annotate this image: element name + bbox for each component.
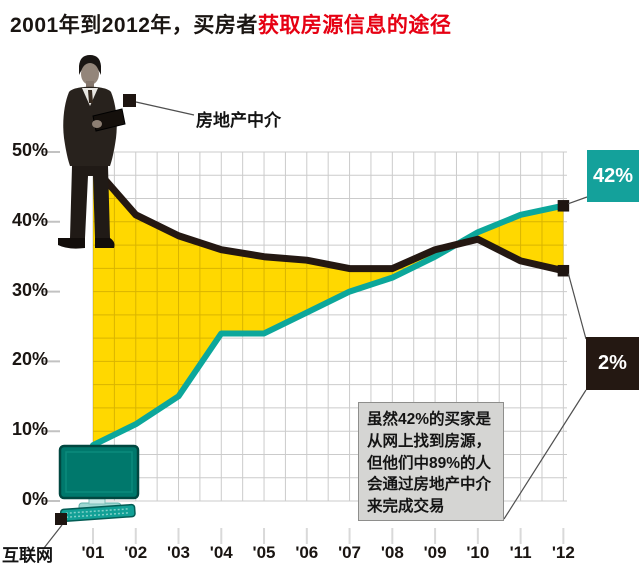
x-axis-label: '12 — [551, 543, 575, 562]
y-axis-label: 30% — [11, 279, 48, 300]
agent-end-marker — [557, 264, 570, 277]
internet-end-marker — [557, 200, 570, 212]
keyboard — [59, 503, 136, 523]
man-hair — [79, 55, 101, 75]
x-axis-label: '02 — [124, 543, 148, 562]
man-neck — [86, 81, 94, 90]
connector-agent-label — [135, 101, 195, 116]
connector-agent-badge — [567, 273, 587, 340]
y-ticks — [42, 151, 60, 502]
annotation-box: 虽然42%的买家是 从网上找到房源， 但他们中89%的人 会通过房地产中介 来完… — [358, 402, 504, 521]
title-prefix: 2001年到2012年，买房者 — [10, 14, 258, 37]
man-shoe — [95, 238, 115, 248]
agent-callout-marker — [123, 94, 136, 107]
keyboard-keys — [66, 512, 130, 518]
man-hand — [92, 120, 102, 128]
man-face — [81, 63, 99, 85]
man-legs — [70, 166, 110, 238]
internet-series-label: 互联网 — [2, 546, 53, 565]
monitor-screen-inner — [65, 451, 133, 493]
connector-internet-label — [43, 524, 63, 549]
businessman-illustration — [58, 55, 126, 249]
page-title: 2001年到2012年，买房者获取房源信息的途径 — [10, 9, 451, 39]
y-axis-label: 0% — [21, 489, 48, 509]
fill-between-band — [93, 165, 564, 446]
x-axis-label: '01 — [81, 543, 105, 562]
agent-value-badge: 2% — [586, 337, 639, 390]
connector-internet-badge — [568, 196, 588, 205]
x-axis-label: '10 — [466, 543, 490, 562]
man-suit — [63, 86, 117, 166]
y-axis-label: 50% — [11, 140, 48, 160]
internet-line — [90, 202, 567, 449]
keyboard-keys — [65, 508, 130, 514]
y-axis-label: 40% — [11, 209, 48, 230]
x-axis-label: '11 — [509, 543, 532, 562]
connector-annotation — [503, 389, 587, 520]
title-highlight: 获取房源信息的途径 — [257, 14, 452, 37]
y-axis-label: 20% — [11, 349, 48, 370]
x-axis-label: '05 — [252, 543, 276, 562]
monitor-screen — [58, 444, 140, 500]
x-axis-label: '08 — [380, 543, 404, 562]
agent-series-label: 房地产中介 — [196, 111, 281, 130]
x-axis-label: '06 — [295, 543, 319, 562]
x-ticks — [92, 528, 565, 544]
man-shoe — [58, 238, 85, 249]
x-axis-label: '07 — [338, 543, 362, 562]
man-tie — [88, 90, 93, 103]
x-axis-label: '03 — [167, 543, 190, 562]
x-axis-label: '09 — [423, 543, 447, 562]
agent-line — [89, 162, 567, 275]
x-axis-label: '04 — [209, 543, 233, 562]
internet-callout-marker — [55, 513, 67, 525]
internet-value-badge: 42% — [587, 150, 639, 202]
y-axis-label: 10% — [11, 419, 48, 440]
desktop-computer-icon — [58, 444, 140, 523]
callout-connectors — [43, 101, 588, 549]
